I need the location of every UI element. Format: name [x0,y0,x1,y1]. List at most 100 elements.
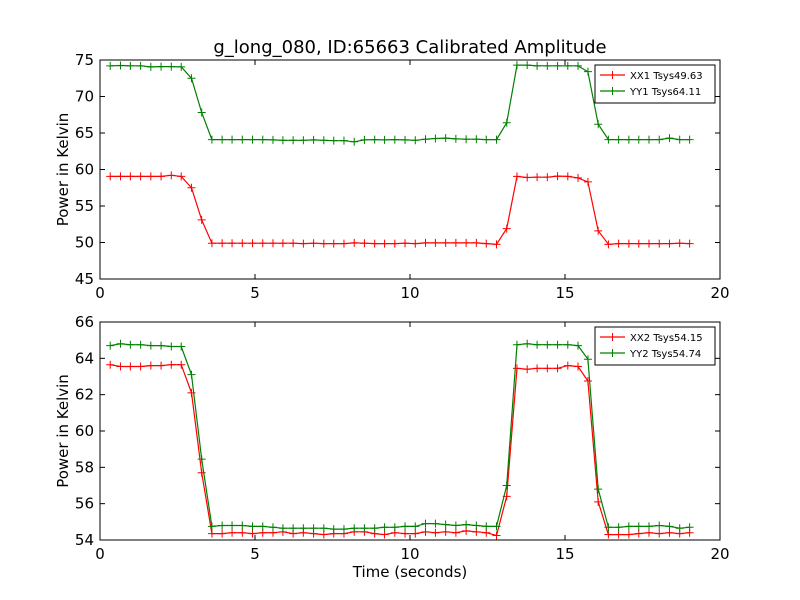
data-point [583,177,592,186]
data-point [492,531,501,540]
data-point [380,530,389,539]
data-point [177,172,186,181]
y-tick-label: 60 [75,161,94,179]
data-point [238,528,247,537]
data-point [289,524,298,533]
data-point [207,239,216,248]
data-point [187,74,196,83]
data-point [574,362,583,371]
y-tick-label: 65 [75,124,94,142]
data-point [126,61,135,70]
data-point [136,172,145,181]
data-point [563,340,572,349]
data-point [350,137,359,146]
data-point [512,340,521,349]
y-tick-label: 62 [75,386,94,404]
data-point [553,340,562,349]
y-tick-label: 55 [75,197,94,215]
data-point [512,172,521,181]
data-point [451,134,460,143]
data-point [207,135,216,144]
data-point [411,522,420,531]
x-tick-label: 15 [555,545,574,563]
data-point [604,523,613,532]
series-line-2-1 [110,364,690,537]
data-point [583,355,592,364]
legend: XX1 Tsys49.63 YY1 Tsys64.11 [594,64,716,104]
data-point [685,135,694,144]
data-point [645,522,654,531]
data-point [370,135,379,144]
data-point [533,364,542,373]
data-point [116,339,125,348]
data-point [594,497,603,506]
y-axis-label: Power in Kelvin [54,113,72,227]
data-point [126,362,135,371]
x-tick-label: 0 [95,284,105,302]
data-point [411,239,420,248]
data-point [411,529,420,538]
data-point [604,530,613,539]
data-point [604,240,613,249]
data-point [350,238,359,247]
y-tick-label: 56 [75,495,94,513]
data-point [106,360,115,369]
data-point [574,61,583,70]
data-point [339,525,348,534]
series-line-1-1 [110,174,690,245]
data-point [207,529,216,538]
data-point [421,135,430,144]
legend-swatch-marker [608,333,617,341]
data-point [360,239,369,248]
data-point [238,135,247,144]
data-point [523,173,532,182]
data-point [360,524,369,533]
data-point [401,135,410,144]
data-point [126,172,135,181]
data-point [655,239,664,248]
y-tick-label: 58 [75,458,94,476]
data-point [380,239,389,248]
data-point [624,135,633,144]
y-axis-label: Power in Kelvin [54,374,72,488]
data-point [675,524,684,533]
data-point [268,135,277,144]
data-point [146,361,155,370]
data-point [146,172,155,181]
data-point [207,522,216,531]
data-point [167,342,176,351]
data-point [228,135,237,144]
legend-swatch-marker [608,349,617,357]
legend-label: YY1 Tsys64.11 [629,87,701,98]
data-point [553,364,562,373]
y-tick-label: 75 [75,51,94,69]
data-point [655,529,664,538]
y-tick-label: 66 [75,313,94,331]
data-point [218,239,227,248]
data-point [309,135,318,144]
y-tick-label: 45 [75,270,94,288]
data-point [299,524,308,533]
data-point [512,364,521,373]
data-point [462,135,471,144]
data-point [441,520,450,529]
data-point [106,341,115,350]
data-point [309,524,318,533]
data-point [624,239,633,248]
data-point [604,135,613,144]
series-line-2-2 [110,343,690,530]
data-point [248,522,257,531]
data-point [451,528,460,537]
chart-panel-1: 0 5 10 15 20 45 50 55 60 65 70 75 Power in Kelvin XX1… [54,51,730,302]
data-point [411,136,420,145]
data-point [268,523,277,532]
data-point [360,135,369,144]
data-point [177,62,186,71]
legend-label: XX1 Tsys49.63 [630,71,703,82]
data-point [563,361,572,370]
y-tick-label: 50 [75,234,94,252]
y-tick-label: 64 [75,349,94,367]
data-point [278,136,287,145]
data-point [268,239,277,248]
